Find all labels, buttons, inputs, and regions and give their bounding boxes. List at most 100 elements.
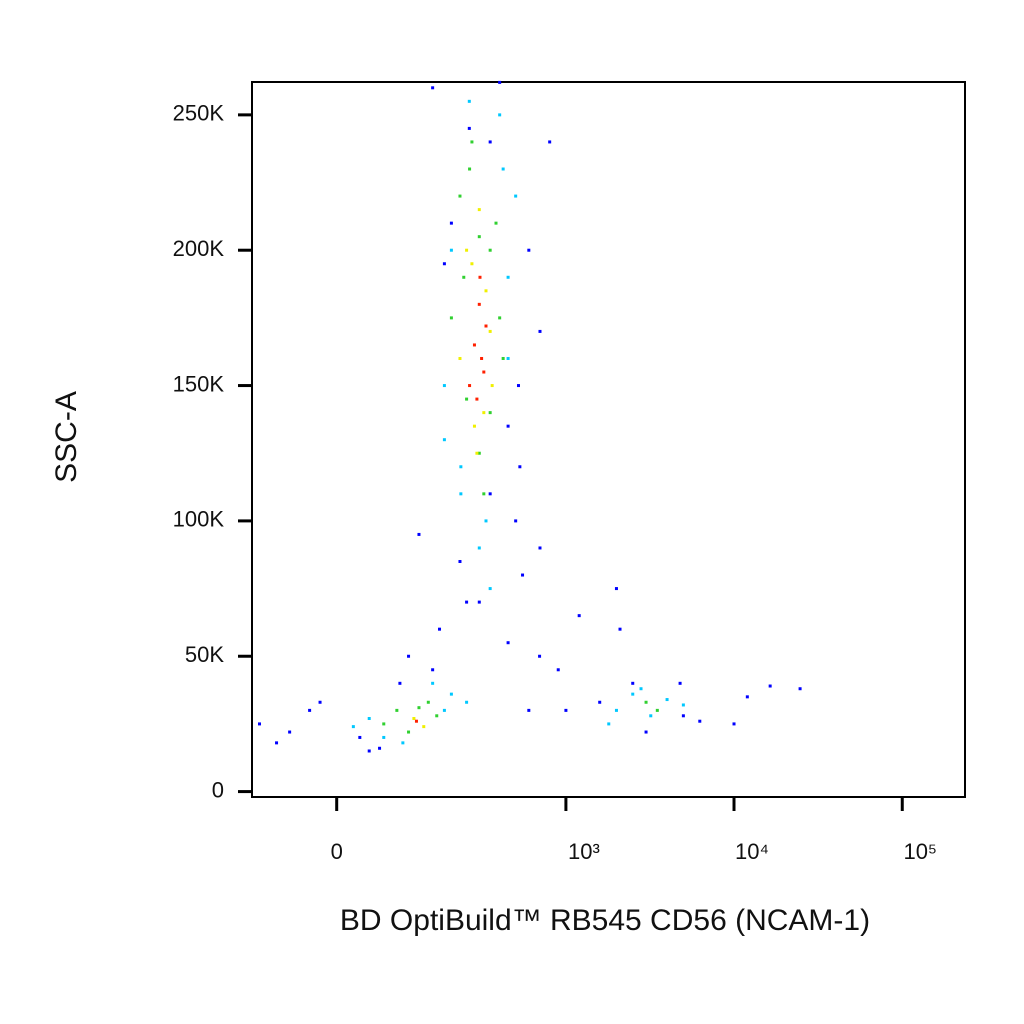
point	[398, 681, 402, 685]
point	[378, 746, 382, 750]
point	[518, 465, 522, 469]
plot-frame	[251, 81, 966, 798]
point	[395, 708, 399, 712]
point	[681, 714, 685, 718]
point	[732, 722, 736, 726]
point	[442, 384, 446, 388]
point	[449, 692, 453, 696]
point	[465, 248, 469, 252]
y-tick-label: 150K	[173, 371, 225, 396]
point	[488, 329, 492, 333]
point	[506, 356, 510, 360]
point	[288, 730, 292, 734]
point	[477, 235, 481, 239]
point	[358, 735, 362, 739]
point	[431, 681, 435, 685]
point	[458, 356, 462, 360]
point	[768, 684, 772, 688]
point	[449, 221, 453, 225]
point	[655, 708, 659, 712]
point	[422, 725, 426, 729]
point	[527, 708, 531, 712]
point	[649, 714, 653, 718]
point	[401, 741, 405, 745]
point	[665, 698, 669, 702]
point	[556, 668, 560, 672]
point	[488, 492, 492, 496]
point	[477, 600, 481, 604]
point	[407, 654, 411, 658]
point	[467, 126, 471, 130]
point	[472, 343, 476, 347]
point	[490, 384, 494, 388]
point	[516, 384, 520, 388]
point	[488, 587, 492, 591]
point	[482, 370, 486, 374]
point	[459, 465, 463, 469]
point	[477, 451, 481, 455]
y-tick-label: 200K	[173, 236, 225, 261]
point	[465, 397, 469, 401]
point	[538, 546, 542, 550]
point	[618, 627, 622, 631]
point	[367, 749, 371, 753]
point	[501, 167, 505, 171]
y-tick-label: 50K	[185, 642, 224, 667]
point	[459, 492, 463, 496]
point	[480, 356, 484, 360]
point	[458, 194, 462, 198]
point	[631, 681, 635, 685]
point	[639, 687, 643, 691]
y-tick-label: 0	[212, 777, 224, 802]
y-tick-label: 250K	[173, 101, 225, 126]
point	[426, 700, 430, 704]
point	[472, 424, 476, 428]
point	[494, 221, 498, 225]
point	[475, 397, 479, 401]
point	[506, 641, 510, 645]
point	[514, 519, 518, 523]
point	[681, 703, 685, 707]
point	[318, 700, 322, 704]
point	[484, 324, 488, 328]
point	[414, 719, 418, 723]
point	[478, 275, 482, 279]
point	[475, 451, 479, 455]
point	[484, 519, 488, 523]
point	[482, 492, 486, 496]
point	[431, 668, 435, 672]
point	[484, 289, 488, 293]
point	[498, 113, 502, 117]
point	[467, 99, 471, 103]
point	[488, 248, 492, 252]
point	[275, 741, 279, 745]
point	[458, 560, 462, 564]
point	[607, 722, 611, 726]
point	[488, 411, 492, 415]
x-tick-label: 10⁵	[903, 839, 937, 864]
y-tick-label: 100K	[173, 507, 225, 532]
point	[798, 687, 802, 691]
point	[577, 614, 581, 618]
x-tick-label: 10³	[568, 839, 600, 864]
point	[477, 208, 481, 212]
point	[644, 730, 648, 734]
x-tick-label: 10⁴	[735, 839, 769, 864]
point	[477, 302, 481, 306]
point	[442, 262, 446, 266]
point	[521, 573, 525, 577]
point	[257, 722, 261, 726]
point	[442, 438, 446, 442]
point	[465, 700, 469, 704]
point	[438, 627, 442, 631]
point	[382, 735, 386, 739]
point	[498, 316, 502, 320]
y-axis-title: SSC-A	[50, 391, 83, 483]
point	[538, 654, 542, 658]
point	[470, 262, 474, 266]
point	[382, 722, 386, 726]
point	[417, 706, 421, 710]
point	[367, 717, 371, 721]
point	[442, 708, 446, 712]
